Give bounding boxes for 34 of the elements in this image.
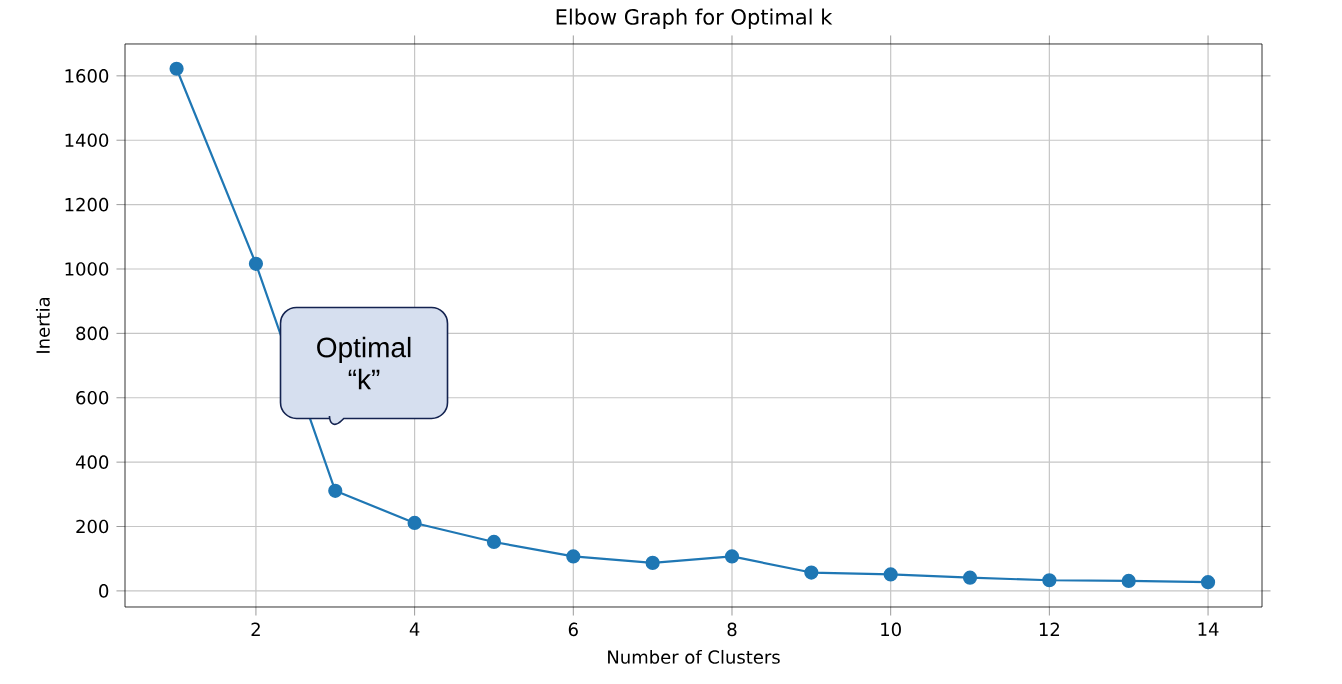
point (486, 534, 502, 550)
point (724, 549, 740, 564)
point (1042, 573, 1057, 588)
y-tick-label: 1200 (65, 197, 109, 212)
y-tick-label: 1600 (65, 69, 109, 83)
annotation: Optimal “k” (317, 336, 411, 390)
point (328, 483, 343, 498)
point (804, 565, 819, 580)
y-tick-label: 1400 (65, 133, 109, 148)
point (1200, 575, 1216, 590)
y-axis-title: Inertia (35, 297, 50, 353)
x-tick-label: 2 (251, 622, 260, 636)
y-tick-label: 400 (75, 455, 109, 469)
y-tick-label: 200 (76, 519, 109, 534)
point (645, 555, 660, 570)
y-tick-label: 600 (76, 390, 109, 405)
y-tick-label: 800 (76, 326, 109, 341)
point (248, 256, 264, 271)
point (883, 567, 898, 582)
point (566, 549, 581, 564)
x-tick-label: 4 (409, 622, 420, 636)
x-tick-label: 10 (881, 622, 901, 637)
y-tick-label: 1000 (65, 262, 109, 276)
chart-title: Elbow Graph for Optimal k (556, 8, 833, 29)
x-tick-label: 12 (1039, 622, 1060, 636)
point (407, 515, 422, 531)
x-tick-label: 6 (568, 622, 578, 637)
point (1121, 573, 1136, 589)
x-tick-label: 14 (1198, 622, 1219, 636)
y-tick-label: 0 (99, 584, 109, 598)
point (169, 61, 184, 76)
x-axis-title: Number of Clusters (608, 649, 780, 664)
x-tick-label: 8 (727, 622, 737, 637)
point (962, 570, 978, 585)
